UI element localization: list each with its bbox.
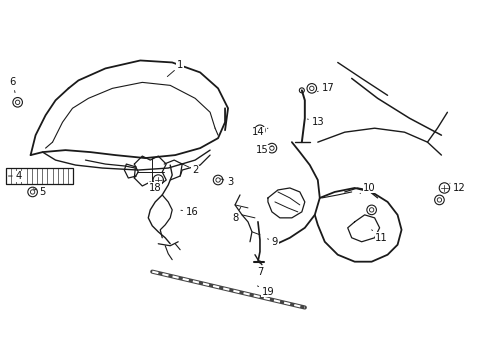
Text: 14: 14	[251, 127, 267, 137]
Text: 19: 19	[257, 286, 274, 297]
Text: 16: 16	[181, 207, 198, 217]
Text: 2: 2	[181, 163, 198, 175]
Text: 15: 15	[255, 145, 272, 155]
Text: 7: 7	[256, 261, 263, 276]
Text: 5: 5	[33, 187, 46, 197]
Text: 1: 1	[167, 60, 183, 77]
Text: 9: 9	[267, 237, 278, 247]
Text: 17: 17	[317, 84, 333, 93]
Text: 18: 18	[149, 180, 162, 193]
Text: 11: 11	[371, 230, 387, 243]
Text: 8: 8	[231, 207, 240, 223]
Text: 13: 13	[307, 117, 324, 127]
Text: 12: 12	[449, 183, 465, 193]
Text: 3: 3	[220, 177, 233, 187]
Text: 10: 10	[359, 183, 375, 194]
Text: 4: 4	[8, 171, 22, 181]
Text: 6: 6	[9, 77, 16, 93]
